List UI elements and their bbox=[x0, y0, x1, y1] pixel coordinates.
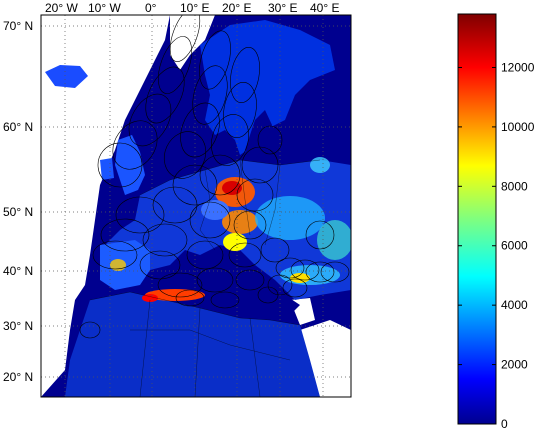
land-british-isles bbox=[100, 135, 145, 195]
hotspot-turkey bbox=[280, 265, 340, 285]
colorbar-tick-label: 10000 bbox=[501, 120, 535, 134]
lon-tick-label: 20° E bbox=[222, 1, 251, 15]
colorbar-tick-label: 12000 bbox=[501, 60, 535, 74]
lat-tick-label: 50° N bbox=[3, 205, 33, 219]
nodata-mask-north bbox=[170, 15, 215, 70]
lon-tick-label: 10° W bbox=[88, 1, 121, 15]
map-frame bbox=[40, 14, 352, 398]
land-iceland bbox=[45, 65, 88, 88]
lon-tick-label: 10° E bbox=[180, 1, 209, 15]
colorbar-gradient bbox=[457, 13, 497, 425]
colorbar-tick-label: 2000 bbox=[501, 358, 528, 372]
hotspot-algeria bbox=[145, 289, 205, 301]
land-north-africa bbox=[65, 292, 320, 397]
hotspot-balkans bbox=[223, 233, 247, 251]
hotspot-ukraine bbox=[255, 196, 325, 240]
hotspot-algeria-2 bbox=[142, 294, 158, 302]
colorbar-ticks: 0 2000 4000 6000 8000 10000 12000 bbox=[458, 60, 535, 431]
lat-tick-label: 60° N bbox=[3, 120, 33, 134]
colorbar-tick-label: 8000 bbox=[501, 179, 528, 193]
colorbar-tick-label: 4000 bbox=[501, 298, 528, 312]
lat-tick-label: 70° N bbox=[3, 19, 33, 33]
map-panel bbox=[41, 15, 351, 397]
hotspot-spain bbox=[110, 259, 126, 271]
colorbar: 0 2000 4000 6000 8000 10000 12000 bbox=[457, 13, 535, 431]
footprint-ellipses bbox=[79, 15, 350, 339]
colorbar-tick-label: 0 bbox=[501, 417, 508, 431]
lat-tick-label: 20° N bbox=[3, 370, 33, 384]
hotspot-turkey-core bbox=[290, 273, 310, 283]
land-scandinavia bbox=[200, 20, 335, 155]
lon-tick-label: 30° E bbox=[268, 1, 297, 15]
lon-tick-labels: 20° W 10° W 0° 10° E 20° E 30° E 40° E bbox=[45, 1, 339, 15]
land-europe bbox=[100, 160, 351, 300]
lon-tick-label: 40° E bbox=[310, 1, 339, 15]
nodata-mask-west bbox=[41, 15, 170, 397]
hotspot-germany bbox=[201, 200, 229, 220]
lat-tick-labels: 70° N 60° N 50° N 40° N 30° N 20° N bbox=[3, 19, 33, 384]
hotspot-east-russia bbox=[310, 157, 330, 173]
hotspot-russia-south bbox=[317, 220, 351, 260]
colorbar-tick-label: 6000 bbox=[501, 239, 528, 253]
lat-tick-label: 30° N bbox=[3, 319, 33, 333]
nodata-mask-southeast bbox=[300, 320, 351, 397]
mediterranean-sea bbox=[135, 275, 300, 318]
lat-tick-label: 40° N bbox=[3, 264, 33, 278]
lon-tick-label: 0° bbox=[145, 1, 157, 15]
lon-tick-label: 20° W bbox=[45, 1, 78, 15]
